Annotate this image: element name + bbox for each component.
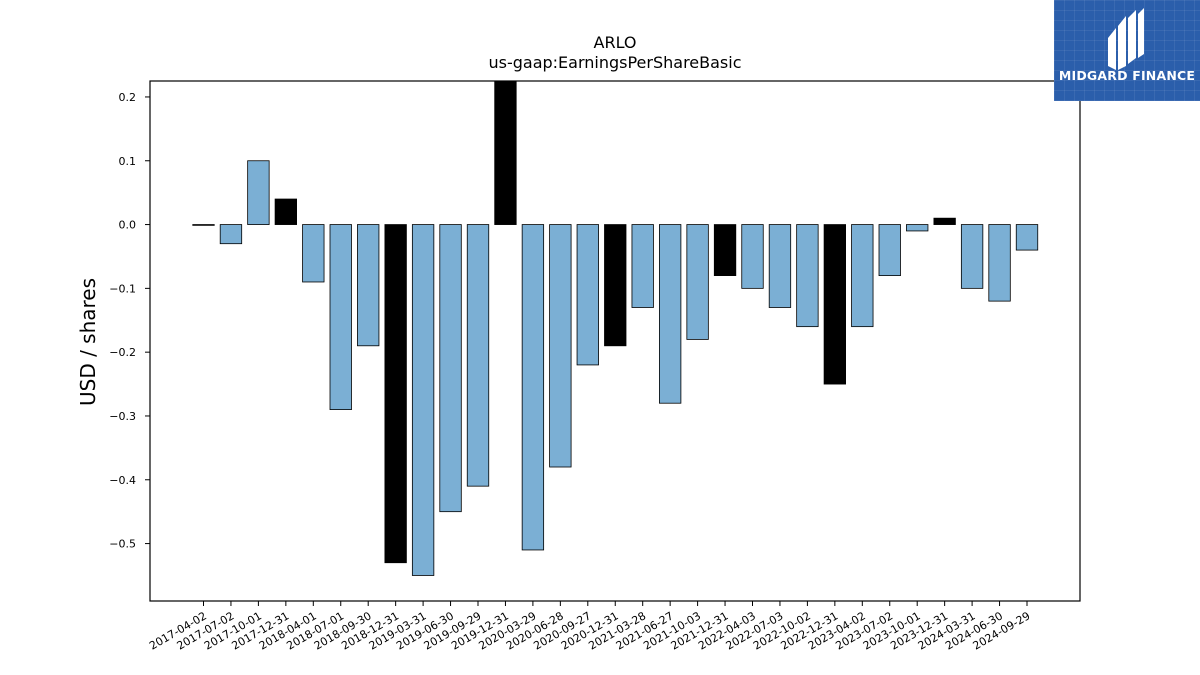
y-tick-label: 0.0	[119, 219, 137, 232]
bar	[247, 160, 270, 225]
bar	[192, 224, 215, 226]
bar	[384, 224, 407, 564]
bar	[768, 224, 792, 308]
chart-title: ARLO	[594, 33, 637, 52]
y-tick-label: −0.3	[109, 410, 136, 423]
midgard-logo: MIDGARD FINANCE	[1054, 0, 1200, 101]
y-tick-label: −0.2	[109, 346, 136, 359]
bar	[604, 224, 627, 347]
bar	[988, 224, 1011, 302]
bar	[741, 224, 764, 289]
bar	[933, 217, 956, 225]
logo-grid-pattern	[1054, 0, 1200, 101]
x-axis: 2017-04-022017-07-022017-10-012017-12-31…	[147, 601, 1033, 653]
bar	[302, 224, 325, 283]
bar	[686, 224, 709, 340]
bar	[439, 224, 462, 513]
y-tick-label: −0.5	[109, 538, 136, 551]
bar	[1015, 224, 1039, 251]
bar	[576, 224, 599, 366]
y-tick-label: 0.2	[119, 91, 137, 104]
bar	[960, 224, 984, 289]
bar	[411, 224, 435, 576]
bar	[906, 224, 929, 232]
bar-group	[192, 80, 1039, 576]
bar	[851, 224, 874, 328]
y-tick-label: −0.4	[109, 474, 136, 487]
y-tick-label: 0.1	[119, 155, 137, 168]
bar	[549, 224, 572, 468]
bar	[494, 80, 517, 225]
bar	[713, 224, 737, 276]
bar	[466, 224, 490, 487]
bar	[659, 224, 682, 404]
bar	[796, 224, 819, 328]
bar	[521, 224, 545, 551]
bar	[823, 224, 846, 385]
y-axis-label: USD / shares	[76, 278, 100, 406]
bar	[329, 224, 352, 410]
y-tick-label: −0.1	[109, 282, 136, 295]
bar	[274, 198, 298, 225]
y-axis: 0.2 0.1 0.0 −0.1 −0.2 −0.3 −0.4 −0.5	[109, 91, 150, 551]
chart-subtitle: us-gaap:EarningsPerShareBasic	[488, 53, 741, 72]
bar	[878, 224, 901, 276]
bar	[219, 224, 243, 245]
midgard-logo-icon	[1108, 8, 1144, 70]
bar	[631, 224, 654, 308]
bar	[357, 224, 380, 347]
logo-text: MIDGARD FINANCE	[1058, 68, 1196, 83]
plot-frame	[149, 80, 1081, 602]
